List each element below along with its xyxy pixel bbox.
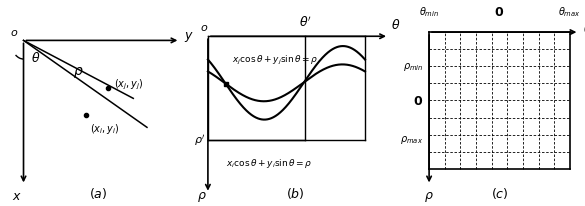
Text: $\rho$: $\rho$ — [197, 189, 207, 203]
Text: $\rho_{max}$: $\rho_{max}$ — [400, 133, 424, 145]
Text: $(x_i, y_i)$: $(x_i, y_i)$ — [90, 122, 120, 136]
Text: $\mathit{(b)}$: $\mathit{(b)}$ — [286, 185, 305, 200]
Text: $\mathbf{0}$: $\mathbf{0}$ — [413, 95, 424, 107]
Text: x: x — [12, 190, 19, 202]
Text: $\rho$: $\rho$ — [424, 189, 434, 203]
Text: $(x_j, y_j)$: $(x_j, y_j)$ — [113, 77, 143, 92]
Text: $\mathbf{0}$: $\mathbf{0}$ — [494, 6, 504, 19]
Text: $\theta'$: $\theta'$ — [299, 15, 312, 30]
Text: $\rho_{min}$: $\rho_{min}$ — [403, 61, 424, 73]
Text: $\theta$: $\theta$ — [391, 18, 400, 32]
Text: $x_j\cos\theta + y_j\sin\theta = \rho$: $x_j\cos\theta + y_j\sin\theta = \rho$ — [232, 53, 318, 66]
Text: o: o — [201, 23, 207, 33]
Text: y: y — [184, 29, 192, 41]
Text: $\theta_{min}$: $\theta_{min}$ — [419, 6, 439, 19]
Text: $\theta$: $\theta$ — [30, 51, 40, 65]
Text: $\mathit{(a)}$: $\mathit{(a)}$ — [89, 185, 107, 200]
Text: $\rho'$: $\rho'$ — [194, 133, 206, 147]
Text: $x_i\cos\theta + y_i\sin\theta = \rho$: $x_i\cos\theta + y_i\sin\theta = \rho$ — [226, 156, 312, 169]
Text: $\mathit{(c)}$: $\mathit{(c)}$ — [491, 185, 508, 200]
Text: o: o — [11, 28, 17, 38]
Text: $\rho$: $\rho$ — [73, 65, 84, 80]
Text: $\theta$: $\theta$ — [583, 22, 585, 36]
Text: $\theta_{max}$: $\theta_{max}$ — [558, 6, 581, 19]
